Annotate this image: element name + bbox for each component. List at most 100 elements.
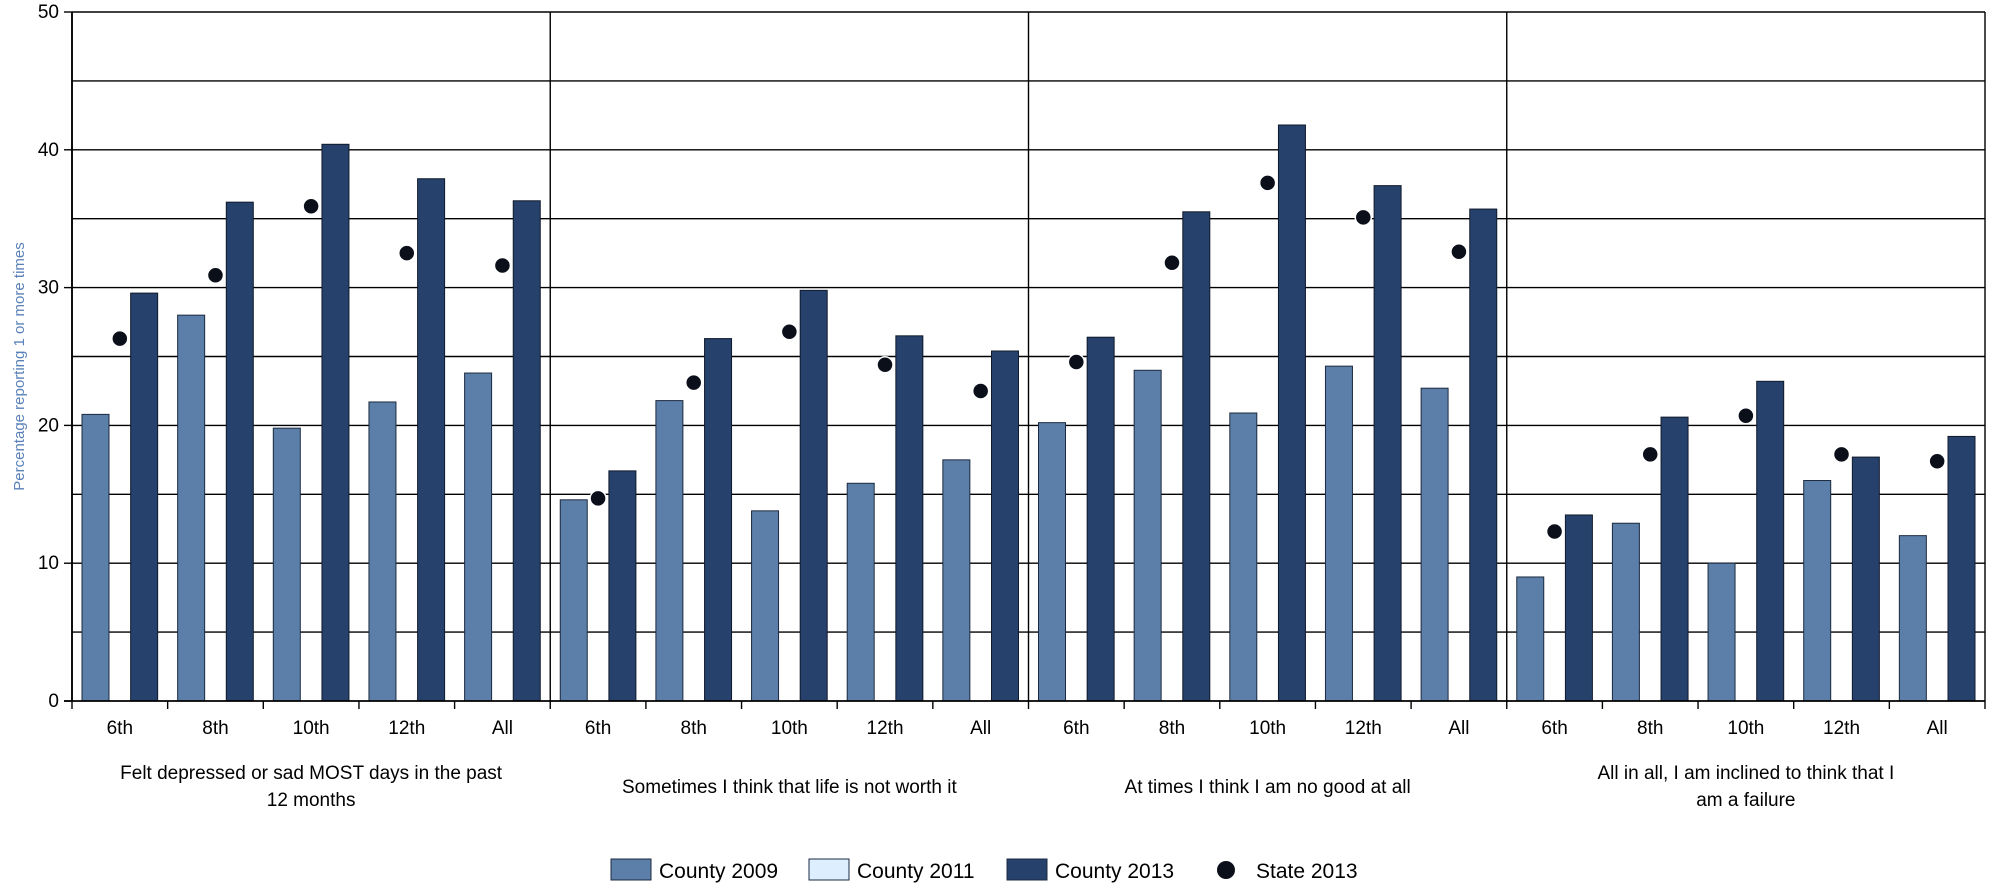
x-tick-label: 12th: [388, 718, 425, 739]
marker-state-2013: [589, 489, 607, 508]
y-tick-label: 30: [38, 278, 59, 299]
x-tick-label: 10th: [1249, 718, 1286, 739]
x-tick-label: 12th: [1823, 718, 1860, 739]
bar-county-2013: [704, 338, 733, 702]
bar-county-2009: [942, 459, 971, 702]
bar-county-2009: [1707, 562, 1736, 702]
gridlines: [71, 11, 1986, 701]
marker-state-2013: [1354, 208, 1373, 227]
bar-county-2013: [225, 201, 254, 702]
x-tick-label: 10th: [293, 718, 330, 739]
x-tick-label: 8th: [202, 718, 228, 739]
bar-county-2013: [991, 350, 1019, 702]
x-tick-label: 10th: [771, 718, 808, 739]
marker-state-2013: [1450, 243, 1468, 261]
legend-swatch: [1006, 858, 1048, 881]
legend: County 2009 County 2011 County 2013 State 2…: [610, 858, 1358, 883]
x-tick-label: 6th: [1541, 718, 1567, 739]
y-axis-title: Percentage reporting 1 or more times: [11, 242, 28, 490]
bar-county-2009: [1324, 365, 1353, 702]
legend-label: County 2009: [659, 860, 778, 883]
marker-state-2013: [206, 266, 225, 284]
marker-state-2013: [684, 373, 703, 392]
x-tick-label: All: [1927, 718, 1948, 739]
legend-swatch: [610, 858, 652, 881]
bar-county-2013: [321, 143, 350, 702]
bar-county-2009: [1803, 480, 1832, 702]
group-label: 12 months: [267, 790, 356, 811]
legend-label: State 2013: [1256, 860, 1358, 883]
group-label: All in all, I am inclined to think that …: [1597, 763, 1894, 784]
bar-county-2009: [1516, 576, 1545, 702]
group-label: Sometimes I think that life is not worth…: [622, 777, 957, 798]
bar-county-2013: [608, 470, 637, 702]
x-tick-label: All: [970, 718, 991, 739]
bar-county-2009: [177, 314, 206, 702]
bar-county-2013: [130, 292, 159, 702]
y-tick-label: 10: [38, 553, 59, 574]
axis-labels: Percentage reporting 1 or more times 6th 8…: [11, 242, 1948, 811]
marker-state-2013: [1258, 174, 1277, 192]
bar-county-2009: [1038, 422, 1066, 702]
bar-county-2009: [751, 510, 780, 702]
x-tick-label: 6th: [585, 718, 611, 739]
bar-county-2013: [1756, 380, 1785, 702]
y-tick-label: 20: [38, 415, 59, 436]
y-tick-label: 0: [48, 691, 59, 712]
marker-state-2013: [971, 382, 990, 400]
marker-state-2013: [1067, 353, 1086, 371]
bar-county-2013: [1086, 336, 1115, 702]
bar-county-2013: [1851, 456, 1880, 702]
marker-state-2013: [876, 356, 894, 374]
bar-county-2013: [1277, 124, 1306, 702]
x-tick-label: 12th: [1345, 718, 1382, 739]
group-label: am a failure: [1696, 790, 1795, 811]
group-label: Felt depressed or sad MOST days in the p…: [120, 763, 503, 784]
bar-county-2009: [81, 413, 110, 702]
marker-state-2013: [111, 329, 129, 348]
bar-county-2009: [559, 499, 588, 702]
marker-state-2013: [1928, 452, 1946, 470]
x-tick-label: All: [1448, 718, 1469, 739]
legend-label: County 2013: [1055, 860, 1174, 883]
marker-state-2013: [1737, 407, 1755, 425]
bar-county-2009: [464, 372, 493, 702]
bar-county-2013: [799, 289, 828, 702]
bar-county-2013: [1182, 211, 1211, 702]
marker-state-2013: [1832, 445, 1851, 464]
bar-county-2009: [1133, 369, 1162, 702]
bar-county-2013: [417, 178, 446, 702]
bar-county-2013: [1947, 435, 1976, 702]
bar-county-2009: [1898, 535, 1927, 702]
group-label: At times I think I am no good at all: [1125, 777, 1411, 798]
x-tick-label: 6th: [1063, 718, 1089, 739]
bar-county-2013: [1469, 208, 1498, 702]
bar-county-2009: [1420, 387, 1449, 702]
bar-county-2013: [1564, 514, 1593, 702]
bar-county-2009: [1611, 522, 1640, 702]
marker-state-2013: [1641, 445, 1659, 464]
legend-swatch: [808, 858, 850, 881]
x-tick-label: 8th: [1159, 718, 1185, 739]
x-tick-label: 10th: [1727, 718, 1764, 739]
bar-county-2009: [1229, 412, 1258, 702]
bar-county-2009: [272, 427, 301, 702]
y-tick-label: 50: [38, 2, 59, 23]
legend-label: County 2011: [857, 860, 975, 883]
legend-swatch: [1217, 861, 1235, 879]
x-tick-label: 12th: [867, 718, 904, 739]
bar-county-2013: [1373, 185, 1402, 702]
marker-state-2013: [398, 244, 416, 262]
axes: 0 10 20 30 40 50: [38, 2, 1986, 712]
x-tick-label: 8th: [1637, 718, 1663, 739]
bar-county-2013: [1660, 416, 1689, 702]
y-tick-label: 40: [38, 140, 59, 161]
bar-county-2009: [846, 482, 875, 702]
marker-state-2013: [780, 322, 799, 341]
bar-county-2009: [368, 401, 397, 702]
marker-state-2013: [302, 197, 320, 216]
bar-county-2013: [512, 200, 541, 702]
x-tick-label: All: [492, 718, 513, 739]
x-tick-label: 8th: [681, 718, 707, 739]
